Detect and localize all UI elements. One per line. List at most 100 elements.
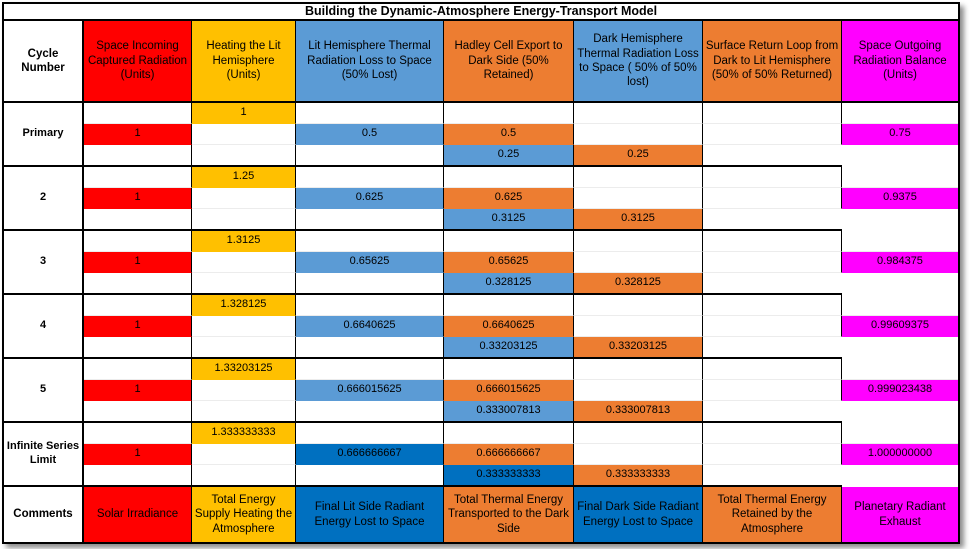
empty-cell <box>296 295 444 316</box>
empty-cell <box>703 380 842 401</box>
cell-incoming: 1 <box>84 444 192 465</box>
empty-cell <box>574 295 703 316</box>
comments-row: Comments Solar Irradiance Total Energy S… <box>4 487 958 542</box>
comment-planetary-exhaust: Planetary Radiant Exhaust <box>842 487 958 542</box>
cycle-row-infinite: Infinite Series Limit 1.333333333 <box>4 423 958 487</box>
cell-lit-loss: 0.666015625 <box>296 380 444 401</box>
column-header-lit-loss: Lit Hemisphere Thermal Radiation Loss to… <box>296 21 444 103</box>
column-header-heating-lit: Heating the Lit Hemisphere (Units) <box>192 21 296 103</box>
cell-dark-loss: 0.333333333 <box>444 465 574 487</box>
empty-cell <box>296 401 444 423</box>
row-label-5: 5 <box>4 359 84 423</box>
empty-cell <box>192 124 296 145</box>
empty-cell <box>703 209 842 231</box>
empty-cell <box>84 273 192 295</box>
cell-heating: 1.3125 <box>192 231 296 252</box>
empty-cell <box>84 145 192 167</box>
empty-cell <box>296 103 444 124</box>
empty-cell <box>703 252 842 273</box>
cell-outgoing: 0.75 <box>842 124 958 145</box>
empty-cell <box>296 465 444 487</box>
empty-cell <box>444 295 574 316</box>
cycle-row-primary: Primary 1 <box>4 103 958 167</box>
empty-cell <box>84 295 192 316</box>
empty-cell <box>296 145 444 167</box>
cycle-row-3: 3 1.3125 <box>4 231 958 295</box>
empty-cell <box>296 231 444 252</box>
empty-cell <box>296 359 444 380</box>
empty-cell <box>842 295 958 316</box>
empty-cell <box>842 231 958 252</box>
empty-cell <box>296 209 444 231</box>
empty-cell <box>703 359 842 380</box>
empty-cell <box>842 167 958 188</box>
empty-cell <box>703 337 842 359</box>
cell-hadley: 0.5 <box>444 124 574 145</box>
empty-cell <box>574 380 703 401</box>
cell-dark-loss: 0.33203125 <box>444 337 574 359</box>
empty-cell <box>842 103 958 124</box>
cell-incoming: 1 <box>84 124 192 145</box>
cell-return-loop: 0.328125 <box>574 273 703 295</box>
row-label-2: 2 <box>4 167 84 231</box>
cell-hadley: 0.6640625 <box>444 316 574 337</box>
cell-return-loop: 0.333007813 <box>574 401 703 423</box>
empty-cell <box>703 295 842 316</box>
empty-cell <box>574 188 703 209</box>
cell-return-loop: 0.25 <box>574 145 703 167</box>
empty-cell <box>703 167 842 188</box>
empty-cell <box>842 359 958 380</box>
empty-cell <box>296 337 444 359</box>
cell-incoming: 1 <box>84 188 192 209</box>
empty-cell <box>192 316 296 337</box>
empty-cell <box>84 465 192 487</box>
empty-cell <box>84 209 192 231</box>
empty-cell <box>444 167 574 188</box>
cell-hadley: 0.65625 <box>444 252 574 273</box>
cell-hadley: 0.666015625 <box>444 380 574 401</box>
empty-cell <box>703 188 842 209</box>
comment-final-lit-loss: Final Lit Side Radiant Energy Lost to Sp… <box>296 487 444 542</box>
cell-heating: 1.33203125 <box>192 359 296 380</box>
row-label-infinite: Infinite Series Limit <box>4 423 84 487</box>
empty-cell <box>703 103 842 124</box>
empty-cell <box>296 273 444 295</box>
empty-cell <box>296 423 444 444</box>
column-header-surface-return: Surface Return Loop from Dark to Lit Hem… <box>703 21 842 103</box>
empty-cell <box>574 124 703 145</box>
empty-cell <box>444 423 574 444</box>
comment-thermal-transported: Total Thermal Energy Transported to the … <box>444 487 574 542</box>
empty-cell <box>84 337 192 359</box>
cell-lit-loss: 0.65625 <box>296 252 444 273</box>
cell-lit-loss: 0.666666667 <box>296 444 444 465</box>
empty-cell <box>703 231 842 252</box>
empty-cell <box>84 401 192 423</box>
cell-return-loop: 0.33203125 <box>574 337 703 359</box>
column-header-dark-loss: Dark Hemisphere Thermal Radiation Loss t… <box>574 21 703 103</box>
column-header-space-outgoing: Space Outgoing Radiation Balance (Units) <box>842 21 958 103</box>
empty-cell <box>574 316 703 337</box>
cell-outgoing: 0.984375 <box>842 252 958 273</box>
empty-cell <box>444 359 574 380</box>
cell-heating: 1.328125 <box>192 295 296 316</box>
empty-cell <box>192 401 296 423</box>
cell-lit-loss: 0.625 <box>296 188 444 209</box>
cycle-row-5: 5 1.33203125 <box>4 359 958 423</box>
empty-cell <box>574 444 703 465</box>
cell-incoming: 1 <box>84 252 192 273</box>
cell-dark-loss: 0.25 <box>444 145 574 167</box>
empty-cell <box>192 465 296 487</box>
empty-cell <box>703 444 842 465</box>
empty-cell <box>84 359 192 380</box>
cycle-row-2: 2 1.25 <box>4 167 958 231</box>
row-label-primary: Primary <box>4 103 84 167</box>
cell-lit-loss: 0.6640625 <box>296 316 444 337</box>
header-row: Cycle Number Space Incoming Captured Rad… <box>4 21 958 103</box>
empty-cell <box>703 423 842 444</box>
cell-heating: 1 <box>192 103 296 124</box>
empty-cell <box>192 380 296 401</box>
empty-cell <box>574 359 703 380</box>
empty-cell <box>703 273 842 295</box>
cell-outgoing: 0.999023438 <box>842 380 958 401</box>
empty-cell <box>84 423 192 444</box>
